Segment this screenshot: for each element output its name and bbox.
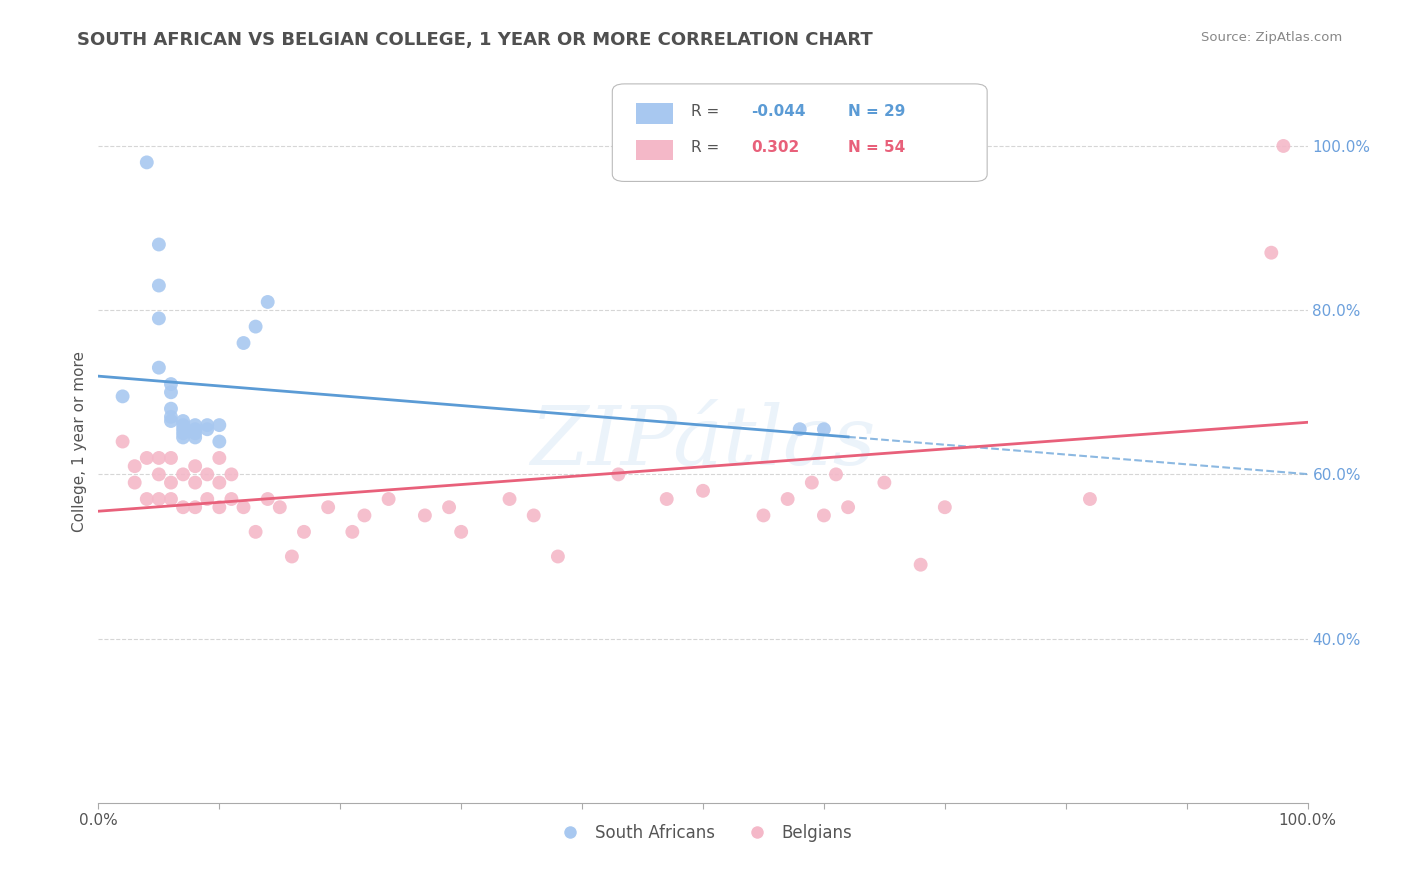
Point bbox=[172, 414, 194, 428]
Text: ZIPátlas: ZIPátlas bbox=[530, 401, 876, 482]
Point bbox=[752, 508, 775, 523]
Point bbox=[148, 450, 170, 465]
Legend: South Africans, Belgians: South Africans, Belgians bbox=[547, 817, 859, 848]
Point bbox=[1260, 245, 1282, 260]
Point bbox=[148, 311, 170, 326]
Point bbox=[607, 467, 630, 482]
Point bbox=[342, 524, 364, 539]
Text: SOUTH AFRICAN VS BELGIAN COLLEGE, 1 YEAR OR MORE CORRELATION CHART: SOUTH AFRICAN VS BELGIAN COLLEGE, 1 YEAR… bbox=[77, 31, 873, 49]
Point bbox=[292, 524, 315, 539]
Point bbox=[1078, 491, 1101, 506]
Point bbox=[160, 385, 183, 400]
Point bbox=[377, 491, 399, 506]
Point bbox=[692, 483, 714, 498]
Point bbox=[172, 422, 194, 436]
Point bbox=[655, 491, 678, 506]
Point bbox=[450, 524, 472, 539]
Point bbox=[184, 459, 207, 474]
FancyBboxPatch shape bbox=[637, 139, 672, 160]
Point bbox=[195, 491, 218, 506]
Point bbox=[124, 459, 146, 474]
Point bbox=[184, 430, 207, 444]
Text: R =: R = bbox=[690, 140, 724, 155]
Point bbox=[124, 475, 146, 490]
Point bbox=[160, 475, 183, 490]
Point bbox=[208, 500, 231, 515]
Point bbox=[281, 549, 304, 564]
Point bbox=[547, 549, 569, 564]
Point bbox=[195, 467, 218, 482]
Point bbox=[245, 524, 267, 539]
Point bbox=[160, 450, 183, 465]
Point bbox=[148, 360, 170, 375]
Point bbox=[111, 389, 134, 403]
Text: N = 29: N = 29 bbox=[848, 104, 905, 120]
Point bbox=[776, 491, 799, 506]
Point bbox=[245, 319, 267, 334]
Point bbox=[135, 491, 157, 506]
FancyBboxPatch shape bbox=[613, 84, 987, 181]
Y-axis label: College, 1 year or more: College, 1 year or more bbox=[72, 351, 87, 532]
Text: R =: R = bbox=[690, 104, 724, 120]
Text: Source: ZipAtlas.com: Source: ZipAtlas.com bbox=[1202, 31, 1343, 45]
Point bbox=[353, 508, 375, 523]
Point bbox=[148, 491, 170, 506]
Point bbox=[160, 409, 183, 424]
Point bbox=[910, 558, 932, 572]
Point bbox=[256, 491, 278, 506]
Point bbox=[160, 401, 183, 416]
Point bbox=[269, 500, 291, 515]
Point bbox=[184, 426, 207, 441]
Point bbox=[160, 414, 183, 428]
Point bbox=[437, 500, 460, 515]
Point bbox=[800, 475, 823, 490]
Point bbox=[148, 467, 170, 482]
Point bbox=[498, 491, 520, 506]
Text: 0.302: 0.302 bbox=[751, 140, 800, 155]
Point bbox=[813, 422, 835, 436]
Point bbox=[221, 467, 243, 482]
Point bbox=[208, 418, 231, 433]
Point bbox=[208, 450, 231, 465]
Point bbox=[184, 418, 207, 433]
Point bbox=[232, 500, 254, 515]
Point bbox=[184, 422, 207, 436]
Point bbox=[135, 450, 157, 465]
Point bbox=[160, 491, 183, 506]
Point bbox=[1272, 139, 1295, 153]
Point bbox=[160, 377, 183, 392]
Point bbox=[184, 475, 207, 490]
Text: -0.044: -0.044 bbox=[751, 104, 806, 120]
Point bbox=[789, 422, 811, 436]
Point bbox=[873, 475, 896, 490]
Point bbox=[232, 336, 254, 351]
Text: N = 54: N = 54 bbox=[848, 140, 905, 155]
Point bbox=[221, 491, 243, 506]
Point bbox=[195, 418, 218, 433]
Point bbox=[825, 467, 848, 482]
Point bbox=[172, 500, 194, 515]
Point bbox=[208, 475, 231, 490]
Point bbox=[256, 295, 278, 310]
Point bbox=[523, 508, 546, 523]
Point bbox=[195, 422, 218, 436]
Point bbox=[148, 237, 170, 252]
Point bbox=[316, 500, 339, 515]
Point bbox=[837, 500, 859, 515]
Point bbox=[111, 434, 134, 449]
Point bbox=[172, 426, 194, 441]
Point bbox=[934, 500, 956, 515]
Point bbox=[413, 508, 436, 523]
Point bbox=[148, 278, 170, 293]
Point bbox=[172, 418, 194, 433]
Point bbox=[172, 430, 194, 444]
Point bbox=[208, 434, 231, 449]
Point bbox=[135, 155, 157, 169]
Point bbox=[172, 467, 194, 482]
Point bbox=[184, 500, 207, 515]
Point bbox=[813, 508, 835, 523]
FancyBboxPatch shape bbox=[637, 103, 672, 124]
